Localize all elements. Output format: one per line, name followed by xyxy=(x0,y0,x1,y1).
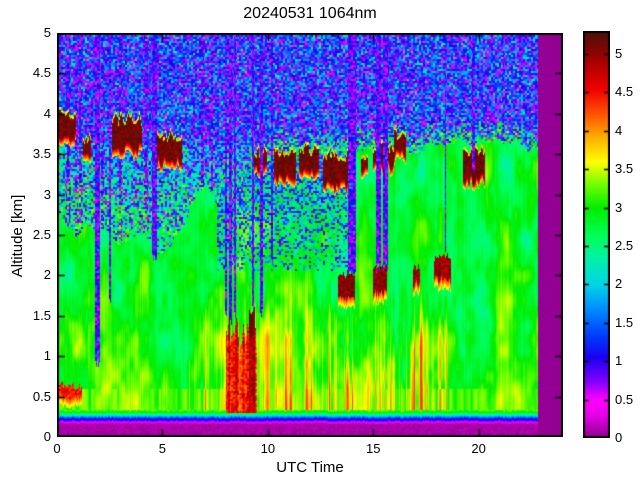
colorbar-tick-label: 0.5 xyxy=(615,391,634,407)
heatmap-canvas xyxy=(57,33,563,437)
y-tick-label: 4 xyxy=(43,105,51,121)
colorbar-canvas xyxy=(583,31,610,438)
colorbar-tick-label: 2.5 xyxy=(615,238,634,253)
colorbar-tick-label: 1 xyxy=(615,353,623,369)
colorbar-tick-label: 4 xyxy=(615,122,623,138)
y-tick-label: 3.5 xyxy=(32,146,51,162)
colorbar-tick-label: 5 xyxy=(615,46,623,61)
y-axis-label: Altitude [km] xyxy=(9,194,26,278)
colorbar-tick-label: 4.5 xyxy=(615,84,634,100)
x-axis-label: UTC Time xyxy=(276,459,344,476)
chart-title: 20240531 1064nm xyxy=(243,5,377,22)
colorbar-tick-label: 2 xyxy=(615,276,623,292)
colorbar-tick-label: 3 xyxy=(615,199,623,215)
y-tick-label: 0.5 xyxy=(32,388,51,404)
y-tick-label: 5 xyxy=(43,25,51,40)
x-tick-label: 20 xyxy=(471,441,486,456)
colorbar-tick-label: 0 xyxy=(615,430,623,445)
y-tick-label: 0 xyxy=(43,429,51,444)
x-tick-label: 15 xyxy=(366,441,381,456)
x-tick-label: 0 xyxy=(53,441,61,456)
y-tick-label: 1 xyxy=(43,348,51,364)
colorbar-tick-label: 1.5 xyxy=(615,314,634,330)
colorbar-tick-label: 3.5 xyxy=(615,161,634,177)
x-tick-label: 10 xyxy=(260,441,276,456)
y-tick-label: 4.5 xyxy=(32,65,51,81)
y-tick-label: 1.5 xyxy=(32,307,51,323)
x-tick-label: 5 xyxy=(158,441,167,456)
